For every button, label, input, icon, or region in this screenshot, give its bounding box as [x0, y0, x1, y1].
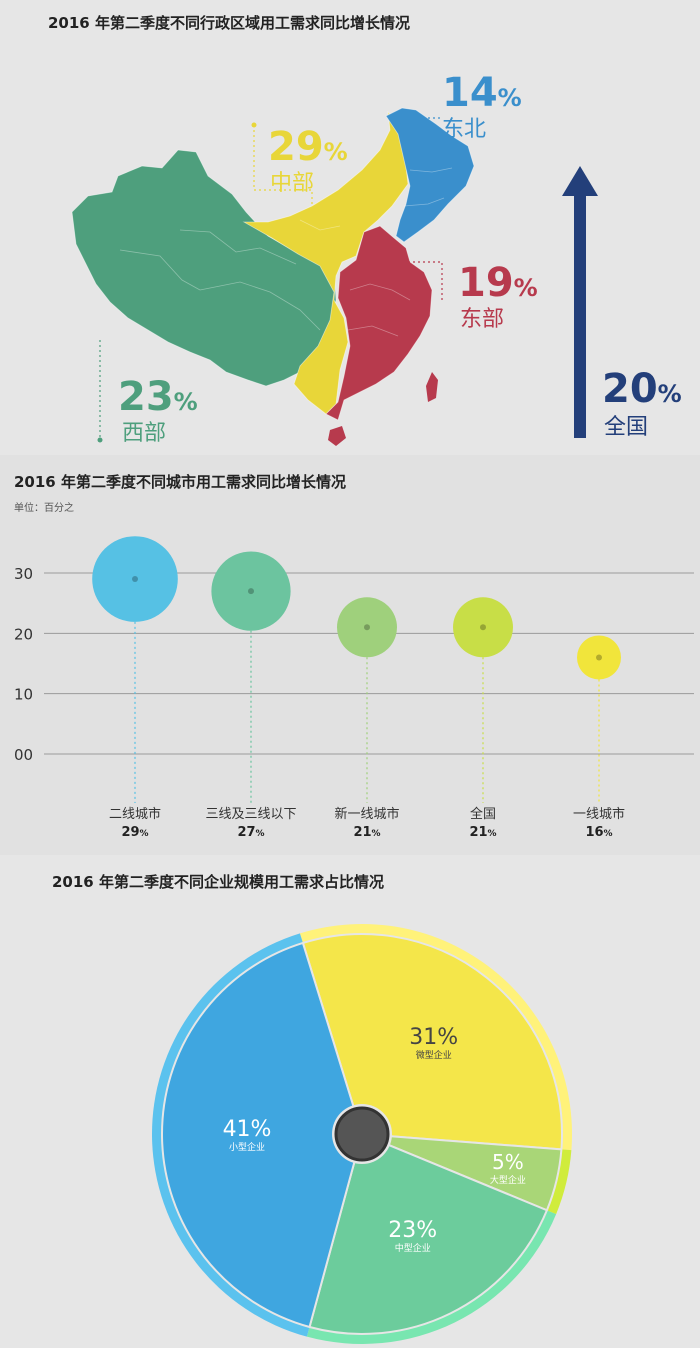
west-leader-dot — [97, 437, 103, 443]
svg-text:19%: 19% — [458, 260, 538, 306]
svg-text:中部: 中部 — [270, 171, 314, 196]
bubble-center-dot — [132, 576, 138, 583]
category-label: 全国 — [470, 806, 496, 822]
city-bubble-section: 2016 年第二季度不同城市用工需求同比增长情况 单位：百分之 00 10 20 30… — [0, 455, 700, 855]
pie-category-label: 微型企业 — [416, 1049, 452, 1061]
svg-text:全国: 全国 — [604, 415, 648, 440]
bubble-unit-label: 单位：百分之 — [14, 503, 74, 514]
bubble-3 — [337, 597, 397, 658]
y-tick-label: 20 — [14, 625, 33, 643]
value-label: 29% — [121, 825, 148, 840]
pie-slice-4 — [161, 941, 364, 1329]
svg-text:东部: 东部 — [460, 307, 504, 332]
label-east: 19% 东部 — [458, 260, 538, 332]
taiwan-shape — [426, 372, 438, 402]
central-leader-dot — [251, 122, 257, 128]
map-title: 2016 年第二季度不同行政区域用工需求同比增长情况 — [48, 14, 410, 32]
y-tick-label: 10 — [14, 686, 33, 704]
bubble-5 — [577, 635, 621, 680]
bubble-center-dot — [596, 654, 602, 661]
label-west: 23% 西部 — [118, 374, 198, 446]
company-pie-section: 2016 年第二季度不同企业规模用工需求占比情况 31% 微型企业 5% 大型企业 23… — [0, 855, 700, 1348]
y-tick-label: 30 — [14, 565, 33, 583]
bubble-center-dot — [480, 624, 486, 631]
bubble-center-dot — [364, 624, 370, 631]
y-tick-label: 00 — [14, 746, 33, 764]
pie-title: 2016 年第二季度不同企业规模用工需求占比情况 — [52, 873, 384, 891]
pie-hub — [334, 1106, 390, 1162]
bubble-1 — [92, 536, 178, 622]
hainan-shape — [328, 426, 346, 446]
svg-text:20%: 20% — [602, 366, 682, 412]
pie-value-label: 23% — [388, 1218, 437, 1243]
value-label: 27% — [237, 825, 264, 840]
pie-category-label: 大型企业 — [490, 1174, 526, 1186]
pie-value-label: 5% — [492, 1150, 524, 1174]
category-label: 二线城市 — [109, 806, 161, 822]
svg-text:29%: 29% — [268, 124, 348, 170]
province-lines — [119, 167, 453, 337]
bubble-center-dot — [248, 588, 254, 595]
pie-slice-1 — [301, 933, 563, 1151]
label-central: 29% 中部 — [268, 124, 348, 196]
label-national: 20% 全国 — [602, 366, 682, 440]
bubble-2 — [211, 551, 291, 631]
svg-text:23%: 23% — [118, 374, 198, 420]
bubble-4 — [453, 597, 513, 658]
region-northeast-shape — [385, 107, 475, 243]
pie-value-label: 31% — [409, 1025, 458, 1050]
map-leader-lines — [99, 117, 443, 440]
value-label: 21% — [353, 825, 380, 840]
china-map: 14% 东北 29% 中部 19% 东部 23% 西部 20% 全国 — [71, 70, 682, 446]
category-label: 新一线城市 — [334, 806, 399, 822]
pie-chart: 31%微型企业 5%大型企业 23%中型企业 41%小型企业 — [152, 924, 572, 1344]
pie-value-label: 41% — [223, 1117, 272, 1142]
pie-slice-3 — [308, 1132, 549, 1335]
svg-text:14%: 14% — [442, 70, 522, 116]
region-central-shape — [242, 110, 409, 415]
value-label: 16% — [585, 825, 612, 840]
value-label: 21% — [469, 825, 496, 840]
bubble-chart: 00 10 20 30 二线城市 29% 三线及三线以下 27% 新一线城市 21% 全国 21% 一线… — [14, 536, 694, 840]
national-arrow — [562, 166, 598, 438]
svg-text:西部: 西部 — [122, 421, 166, 446]
region-east-shape — [325, 225, 433, 421]
pie-category-label: 小型企业 — [229, 1141, 265, 1153]
svg-text:东北: 东北 — [442, 117, 486, 142]
bubble-title: 2016 年第二季度不同城市用工需求同比增长情况 — [14, 473, 346, 491]
pie-category-label: 中型企业 — [395, 1242, 431, 1254]
label-northeast: 14% 东北 — [442, 70, 522, 142]
category-label: 三线及三线以下 — [205, 807, 296, 822]
category-label: 一线城市 — [573, 806, 625, 822]
region-map-section: 2016 年第二季度不同行政区域用工需求同比增长情况 — [0, 0, 700, 455]
